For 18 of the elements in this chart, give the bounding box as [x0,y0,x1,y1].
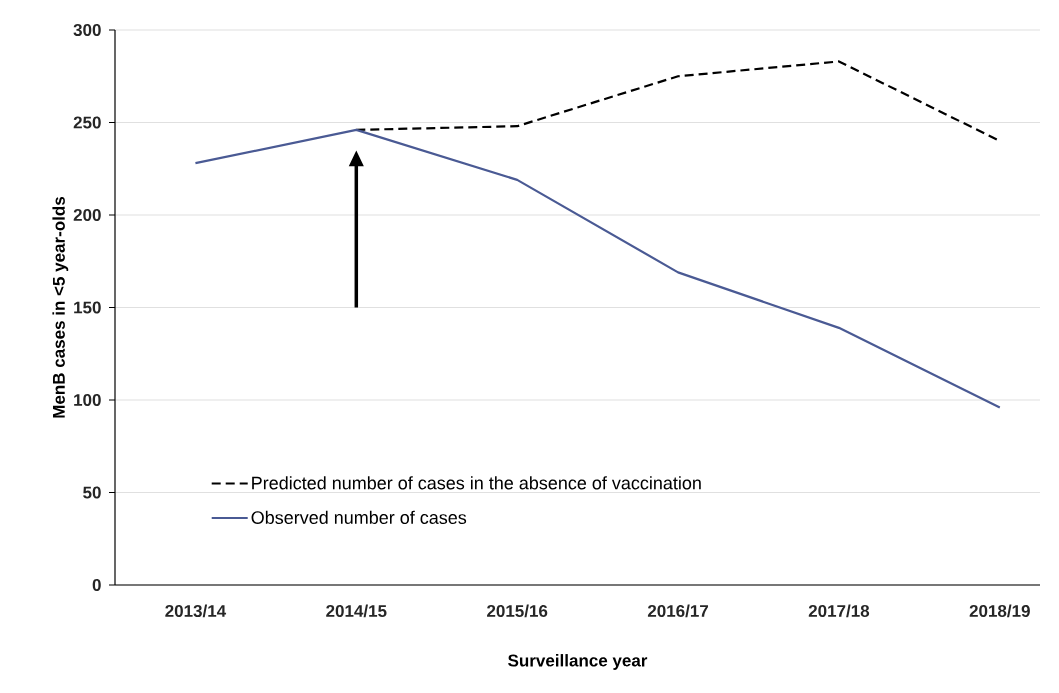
y-tick-label: 300 [73,23,101,37]
x-axis-title: Surveillance year [508,654,648,670]
x-tick-label: 2018/19 [969,604,1030,618]
legend-label: Observed number of cases [251,510,467,524]
x-tick-label: 2013/14 [165,604,227,618]
x-tick-label: 2016/17 [647,604,709,618]
y-tick-label: 100 [74,393,101,407]
line-series [194,128,1001,409]
y-tick-label: 0 [92,578,101,592]
x-tick-label: 2014/15 [326,604,387,618]
y-tick-label: 50 [83,486,101,499]
x-tick-label: 2017/18 [808,604,870,618]
y-tick-label: 200 [73,208,101,222]
y-axis-title: MenB cases in <5 year-olds [52,196,69,418]
y-tick-label: 250 [73,116,101,129]
x-tick-label: 2015/16 [487,604,548,618]
legend-label: Predicted number of cases in the absence of vaccination [252,476,701,490]
y-tick-label: 150 [74,301,101,314]
